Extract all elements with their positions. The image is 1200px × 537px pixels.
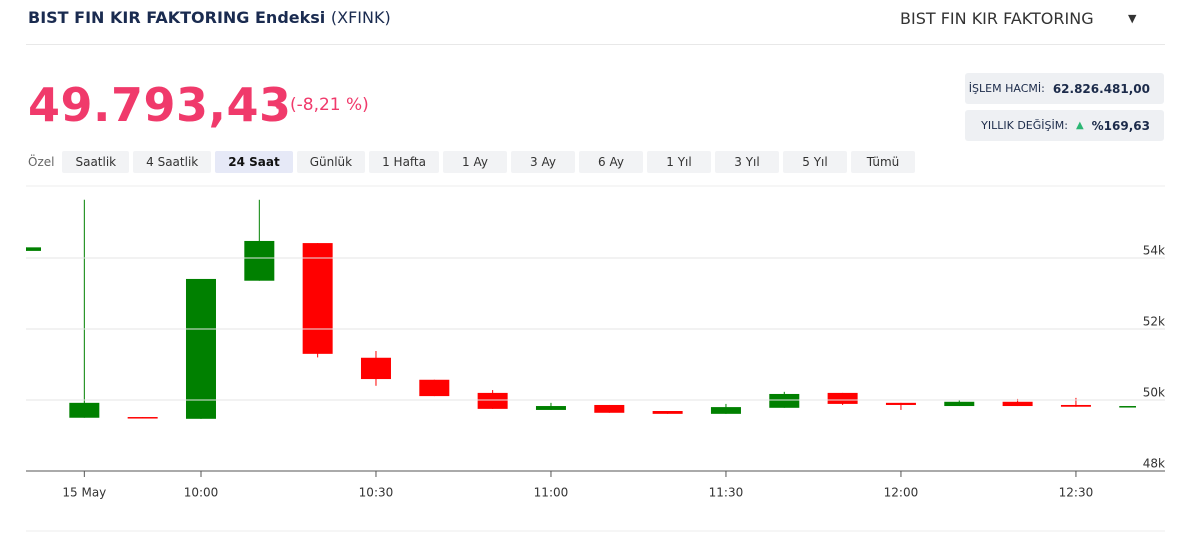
stat-value: 62.826.481,00: [1052, 81, 1150, 96]
y-tick-label: 54k: [1143, 244, 1165, 258]
candle-body: [827, 392, 858, 404]
candle-body: [477, 392, 508, 409]
title-row: BIST FIN KIR FAKTORING Endeksi (XFINK): [28, 8, 391, 27]
x-tick-label: 11:00: [534, 486, 569, 500]
down-arrow: ▼: [273, 98, 282, 111]
index-selector[interactable]: BIST FIN KIR FAKTORING: [900, 9, 1094, 28]
candle-body: [127, 417, 158, 419]
range-button[interactable]: 1 Hafta: [369, 151, 439, 173]
candle-body: [710, 407, 741, 414]
candle-body: [26, 247, 41, 251]
range-button[interactable]: 5 Yıl: [783, 151, 847, 173]
x-tick-label: 10:30: [359, 486, 394, 500]
range-button[interactable]: Günlük: [296, 151, 366, 173]
candle-body: [885, 402, 916, 405]
separator: [26, 44, 1165, 45]
candle-body: [185, 278, 216, 419]
range-button[interactable]: 3 Ay: [511, 151, 575, 173]
candle-body: [1060, 404, 1091, 407]
price-change: (-8,21 %): [290, 95, 369, 115]
y-tick-label: 52k: [1143, 315, 1165, 329]
index-code: (XFINK): [330, 8, 391, 27]
range-button[interactable]: 4 Saatlik: [133, 151, 212, 173]
dropdown-caret[interactable]: ▼: [1128, 12, 1137, 25]
candle-body: [594, 404, 625, 413]
range-button[interactable]: Tümü: [851, 151, 915, 173]
range-bar: Özel Saatlik 4 Saatlik 24 Saat Günlük 1 Hafta…: [28, 151, 915, 173]
candle-body: [419, 379, 450, 397]
x-tick-label: 12:30: [1059, 486, 1094, 500]
candle-body: [944, 401, 975, 407]
range-button[interactable]: 1 Yıl: [647, 151, 711, 173]
stat-value: %169,63: [1091, 118, 1150, 133]
stat-label: İŞLEM HACMİ:: [968, 82, 1045, 95]
range-button[interactable]: 3 Yıl: [715, 151, 779, 173]
candle-body: [360, 357, 391, 380]
x-tick-label: 10:00: [184, 486, 219, 500]
x-tick-label: 11:30: [709, 486, 744, 500]
up-arrow: ▲: [1075, 120, 1084, 131]
candle-body: [244, 240, 275, 281]
last-price: 49.793,43: [28, 78, 292, 132]
y-tick-label: 50k: [1143, 386, 1165, 400]
candle-body: [69, 402, 100, 418]
stat-box: İŞLEM HACMİ: 62.826.481,00: [965, 73, 1164, 104]
range-button[interactable]: 1 Ay: [443, 151, 507, 173]
y-tick-label: 48k: [1143, 457, 1165, 471]
x-tick-label: 12:00: [884, 486, 919, 500]
candle-body: [652, 411, 683, 414]
x-tick-label: 15 May: [62, 486, 106, 500]
range-label: Özel: [28, 155, 55, 169]
range-button[interactable]: 6 Ay: [579, 151, 643, 173]
candle-body: [1119, 406, 1136, 408]
stat-box: YILLIK DEĞİŞİM: ▲ %169,63: [965, 110, 1164, 141]
candle-body: [302, 243, 333, 354]
candle-body: [1002, 401, 1033, 407]
range-button[interactable]: Saatlik: [62, 151, 130, 173]
plot-area: [26, 199, 1136, 419]
stat-label: YILLIK DEĞİŞİM:: [981, 119, 1068, 132]
candle-body: [769, 393, 800, 408]
index-title: BIST FIN KIR FAKTORING Endeksi: [28, 8, 326, 27]
range-button[interactable]: 24 Saat: [215, 151, 293, 173]
candle-body: [535, 406, 566, 410]
